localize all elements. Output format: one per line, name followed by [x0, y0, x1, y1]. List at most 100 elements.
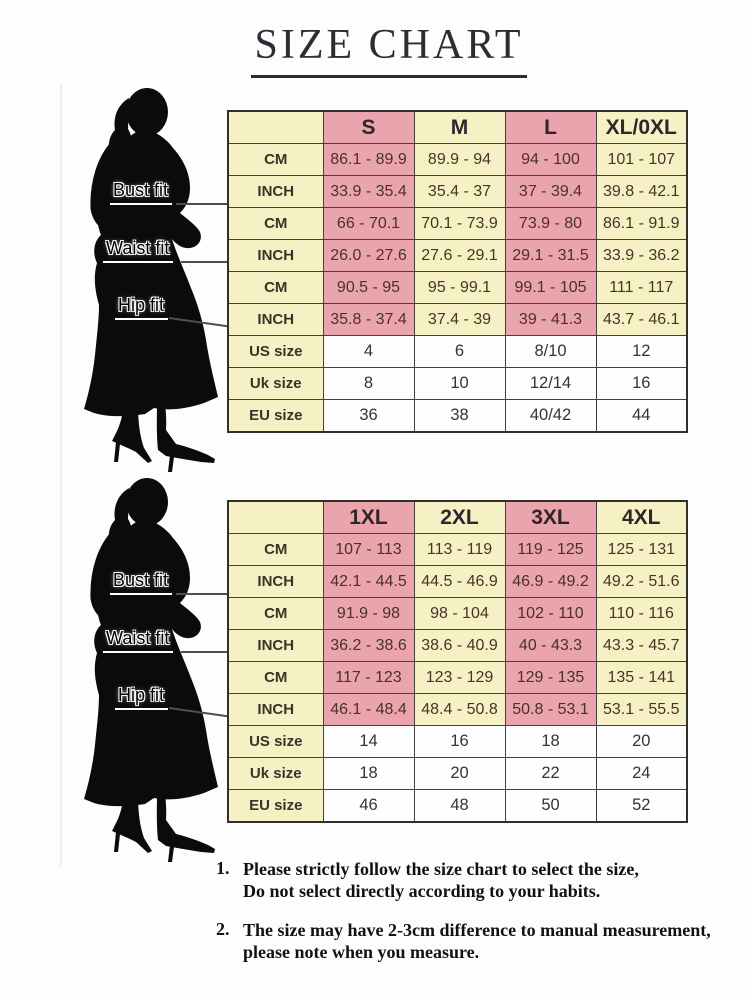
row-label-cell: Uk size [227, 757, 324, 790]
size-value-cell: 117 - 123 [322, 661, 415, 694]
size-value-cell: 8 [322, 367, 415, 400]
size-value-cell: 38.6 - 40.9 [413, 629, 506, 662]
size-value-cell: 119 - 125 [504, 533, 597, 566]
note-number: 1. [216, 858, 230, 878]
row-label-cell: US size [227, 335, 324, 368]
note-text: Do not select directly according to your… [243, 881, 601, 901]
figure-left-leg [112, 792, 152, 853]
bust-fit-label: Bust fit [110, 180, 173, 205]
size-value-cell: 14 [322, 725, 415, 758]
size-value-cell: 8/10 [504, 335, 597, 368]
figure-left-heel [114, 832, 120, 852]
figure-right-leg [156, 384, 215, 463]
size-value-cell: 48 [413, 789, 506, 823]
figure-arm [90, 527, 164, 627]
size-value-cell: 40/42 [504, 399, 597, 433]
size-value-cell: 102 - 110 [504, 597, 597, 630]
hip-fit-label: Hip fit [115, 685, 169, 710]
size-value-cell: 37 - 39.4 [504, 175, 597, 208]
size-value-cell: 38 [413, 399, 506, 433]
size-column-header: 1XL [322, 500, 415, 534]
figure-arm [90, 137, 164, 237]
size-value-cell: 20 [413, 757, 506, 790]
row-label-cell: CM [227, 661, 324, 694]
size-table-plus: 1XL 2XL 3XL 4XL CM 107 - 113 113 - 119 119 - 12… [227, 500, 688, 823]
size-value-cell: 101 - 107 [595, 143, 688, 176]
bust-fit-label: Bust fit [110, 570, 173, 595]
size-value-cell: 46 [322, 789, 415, 823]
table-corner-cell [227, 500, 324, 534]
note-text: Please strictly follow the size chart to… [243, 859, 639, 879]
size-value-cell: 6 [413, 335, 506, 368]
size-value-cell: 48.4 - 50.8 [413, 693, 506, 726]
waist-fit-label: Waist fit [103, 238, 174, 263]
size-value-cell: 110 - 116 [595, 597, 688, 630]
size-value-cell: 52 [595, 789, 688, 823]
note-item: 2. The size may have 2-3cm difference to… [216, 919, 746, 963]
row-label-cell: CM [227, 271, 324, 304]
size-value-cell: 50 [504, 789, 597, 823]
size-value-cell: 29.1 - 31.5 [504, 239, 597, 272]
size-value-cell: 44.5 - 46.9 [413, 565, 506, 598]
figure-head [126, 88, 168, 136]
row-label-cell: CM [227, 597, 324, 630]
hip-fit-label: Hip fit [115, 295, 169, 320]
size-value-cell: 46.1 - 48.4 [322, 693, 415, 726]
size-value-cell: 18 [322, 757, 415, 790]
size-value-cell: 99.1 - 105 [504, 271, 597, 304]
size-value-cell: 50.8 - 53.1 [504, 693, 597, 726]
row-label-cell: INCH [227, 303, 324, 336]
notes-list: 1. Please strictly follow the size chart… [216, 858, 746, 963]
figure-right-heel [168, 455, 174, 472]
size-value-cell: 4 [322, 335, 415, 368]
figure-body [84, 518, 218, 807]
size-value-cell: 123 - 129 [413, 661, 506, 694]
note-item: 1. Please strictly follow the size chart… [216, 858, 746, 902]
page-title: SIZE CHART [250, 22, 528, 79]
row-label-cell: EU size [227, 789, 324, 823]
title-wrap: SIZE CHART [0, 22, 750, 79]
size-value-cell: 94 - 100 [504, 143, 597, 176]
note-text: The size may have 2-3cm difference to ma… [243, 920, 711, 940]
row-label-cell: INCH [227, 565, 324, 598]
row-label-cell: CM [227, 143, 324, 176]
size-value-cell: 16 [595, 367, 688, 400]
size-value-cell: 26.0 - 27.6 [322, 239, 415, 272]
size-value-cell: 111 - 117 [595, 271, 688, 304]
size-column-header: 2XL [413, 500, 506, 534]
row-label-cell: EU size [227, 399, 324, 433]
size-value-cell: 113 - 119 [413, 533, 506, 566]
size-value-cell: 89.9 - 94 [413, 143, 506, 176]
row-label-cell: INCH [227, 175, 324, 208]
row-label-cell: CM [227, 533, 324, 566]
size-value-cell: 42.1 - 44.5 [322, 565, 415, 598]
waist-fit-label: Waist fit [103, 628, 174, 653]
waist-pointer-line [181, 261, 228, 263]
size-value-cell: 40 - 43.3 [504, 629, 597, 662]
figure-head [126, 478, 168, 526]
size-column-header: 4XL [595, 500, 688, 534]
waist-pointer-line [181, 651, 228, 653]
size-value-cell: 91.9 - 98 [322, 597, 415, 630]
size-value-cell: 95 - 99.1 [413, 271, 506, 304]
row-label-cell: INCH [227, 239, 324, 272]
size-value-cell: 36.2 - 38.6 [322, 629, 415, 662]
size-column-header: M [413, 110, 506, 144]
size-value-cell: 129 - 135 [504, 661, 597, 694]
size-value-cell: 86.1 - 91.9 [595, 207, 688, 240]
size-value-cell: 10 [413, 367, 506, 400]
size-column-header: 3XL [504, 500, 597, 534]
size-value-cell: 12 [595, 335, 688, 368]
female-figure-silhouette [84, 88, 218, 472]
row-label-cell: CM [227, 207, 324, 240]
size-value-cell: 39.8 - 42.1 [595, 175, 688, 208]
size-value-cell: 36 [322, 399, 415, 433]
size-column-header: L [504, 110, 597, 144]
size-value-cell: 39 - 41.3 [504, 303, 597, 336]
size-value-cell: 90.5 - 95 [322, 271, 415, 304]
size-value-cell: 16 [413, 725, 506, 758]
size-column-header: S [322, 110, 415, 144]
size-value-cell: 135 - 141 [595, 661, 688, 694]
note-text: please note when you measure. [243, 942, 480, 962]
size-value-cell: 24 [595, 757, 688, 790]
